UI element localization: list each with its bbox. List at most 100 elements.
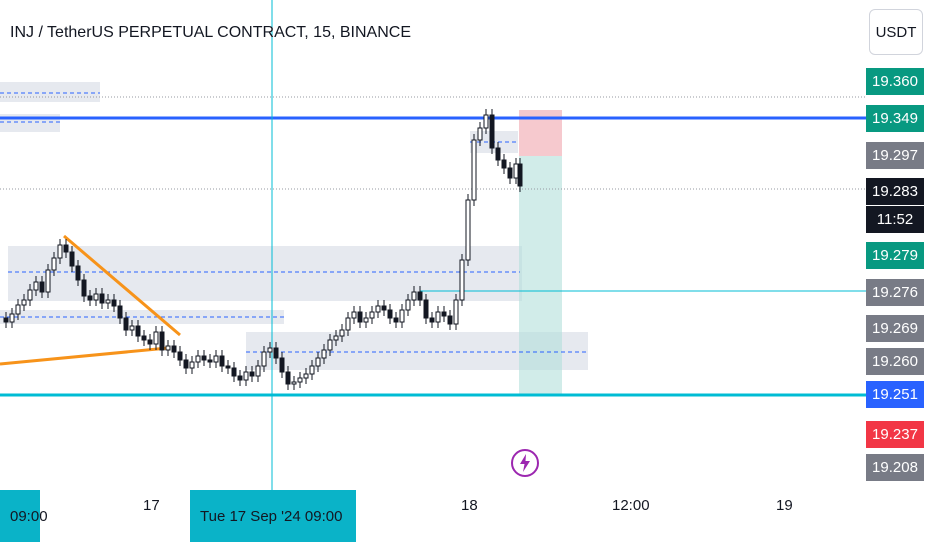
candle-body [381, 305, 387, 311]
candle-body [447, 315, 453, 325]
candle-body [387, 309, 393, 319]
candle-body [99, 293, 105, 304]
candle-body [321, 349, 327, 359]
candle-body [405, 299, 411, 311]
chart-title: INJ / TetherUS PERPETUAL CONTRACT, 15, B… [10, 24, 411, 41]
candle-body [171, 345, 177, 353]
candle-body [357, 311, 363, 323]
trend-lines[interactable] [0, 234, 181, 366]
candle-body [93, 293, 99, 301]
candle-body [261, 351, 267, 367]
candle-body [147, 339, 153, 345]
candle-body [237, 375, 243, 381]
price-label: 19.283 [866, 178, 924, 205]
candle-body [267, 347, 273, 353]
candle-body [273, 347, 279, 359]
candle-body [195, 355, 201, 363]
price-label: 19.360 [866, 68, 924, 95]
candle-body [297, 377, 303, 383]
candle-body [207, 359, 213, 363]
price-label: 19.208 [866, 454, 924, 481]
time-label: 17 [143, 497, 160, 514]
candle-body [423, 299, 429, 319]
candle-body [465, 199, 471, 261]
candle-body [21, 299, 27, 306]
price-label: 19.269 [866, 315, 924, 342]
profit-zone [519, 156, 562, 394]
candle-body [517, 163, 523, 187]
demand-zone-main [8, 246, 522, 301]
currency-button[interactable]: USDT [869, 9, 923, 55]
candle-body [309, 365, 315, 375]
candle-body [501, 159, 507, 169]
candle-body [429, 317, 435, 323]
time-label: 09:00 [0, 490, 48, 542]
candle-body [15, 304, 21, 315]
candle-body [135, 325, 141, 337]
candle-body [213, 355, 219, 363]
candle-body [513, 163, 519, 179]
candle-body [57, 244, 63, 259]
candle-body [63, 244, 69, 253]
candle-body [165, 345, 171, 351]
candle-body [225, 365, 231, 369]
candle-body [285, 371, 291, 385]
candle-body [243, 371, 249, 381]
candle-body [159, 331, 165, 351]
price-label: 19.260 [866, 348, 924, 375]
candle-body [45, 269, 51, 293]
candle-body [345, 317, 351, 331]
candle-body [219, 355, 225, 367]
candle-body [483, 114, 489, 129]
candle-body [327, 339, 333, 351]
candle-body [435, 311, 441, 323]
candle-body [333, 335, 339, 341]
candle-body [81, 279, 87, 297]
candle-body [375, 305, 381, 313]
candle-body [471, 139, 477, 201]
candle-body [411, 291, 417, 301]
candle-body [87, 295, 93, 301]
time-label: 12:00 [612, 497, 650, 514]
candle-body [489, 114, 495, 149]
candle-body [339, 329, 345, 337]
candle-body [39, 281, 45, 293]
price-label: 19.237 [866, 421, 924, 448]
candle-body [315, 357, 321, 367]
candle-body [303, 373, 309, 379]
candle-body [33, 281, 39, 291]
time-label: 19 [776, 497, 793, 514]
price-label: 11:52 [866, 206, 924, 233]
candlestick-series [3, 109, 523, 390]
candle-body [249, 371, 255, 377]
candle-body [477, 127, 483, 141]
supply-zone-top [0, 82, 100, 102]
candle-body [399, 309, 405, 323]
price-label: 19.279 [866, 242, 924, 269]
lightning-icon[interactable] [509, 447, 541, 479]
candle-body [369, 311, 375, 319]
candle-body [105, 299, 111, 304]
candle-body [255, 365, 261, 377]
candle-body [183, 359, 189, 369]
candle-body [129, 325, 135, 331]
candle-body [201, 355, 207, 361]
price-label: 19.349 [866, 105, 924, 132]
candle-body [69, 251, 75, 267]
candle-body [459, 259, 465, 301]
time-label: Tue 17 Sep '24 09:00 [190, 490, 356, 542]
candle-body [291, 381, 297, 385]
candle-body [141, 335, 147, 341]
time-label: 18 [461, 497, 478, 514]
zones-layer [0, 82, 588, 394]
candle-body [75, 265, 81, 281]
candle-body [363, 317, 369, 323]
candle-body [507, 167, 513, 179]
candle-body [177, 351, 183, 361]
price-label: 19.251 [866, 381, 924, 408]
candle-body [351, 311, 357, 319]
candle-body [453, 299, 459, 325]
candle-body [189, 361, 195, 369]
candle-body [27, 289, 33, 301]
